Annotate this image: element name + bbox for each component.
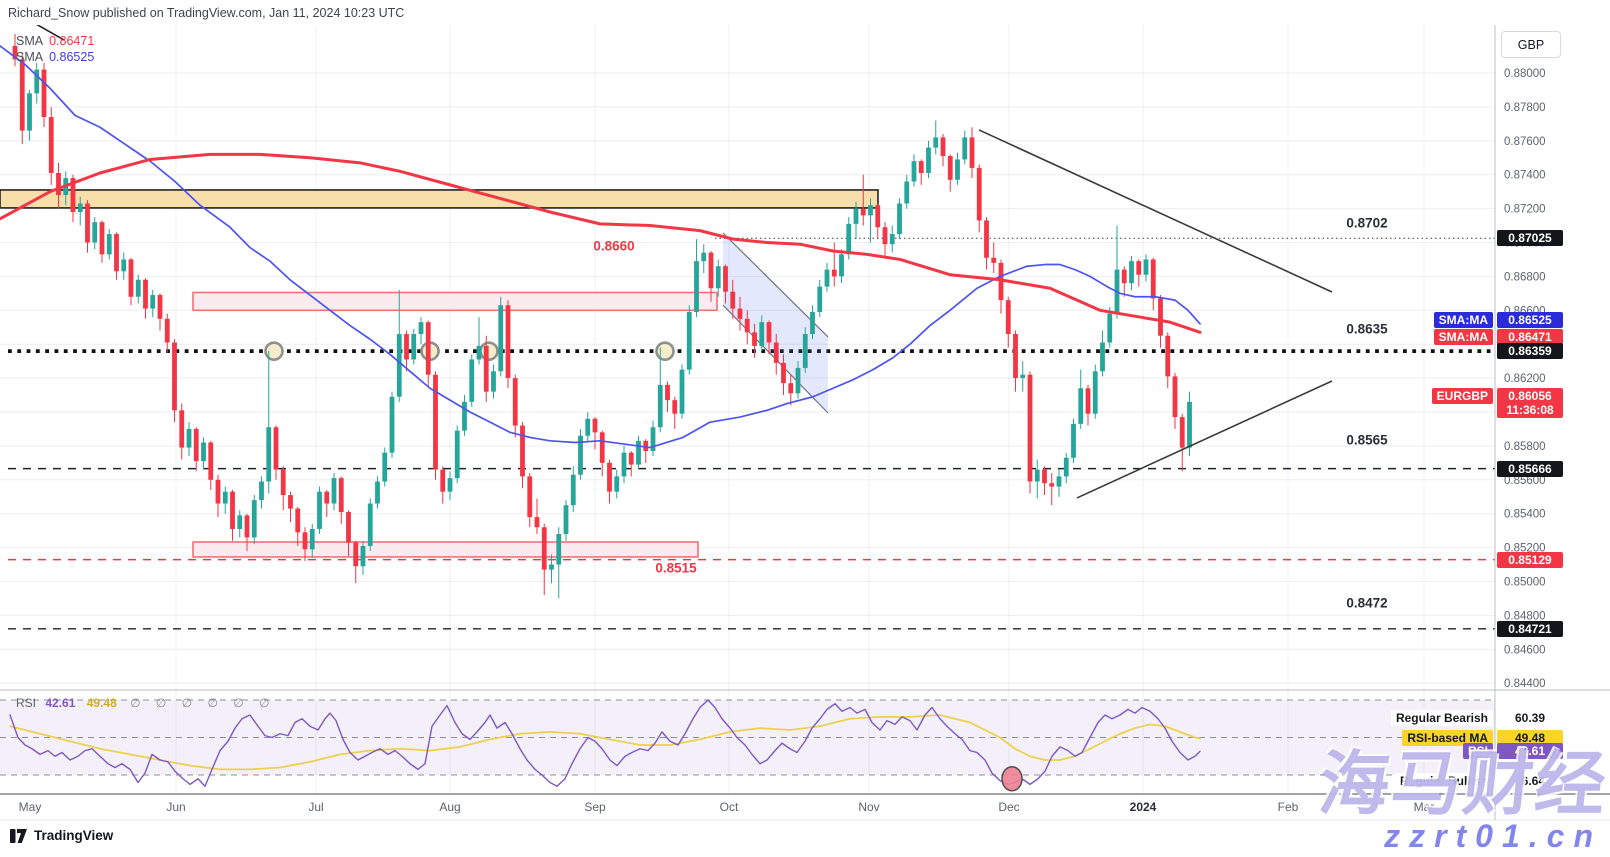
tradingview-logo-icon (10, 828, 27, 843)
price-axis-tick[interactable]: 0.87200 (1504, 204, 1546, 216)
annotation-0-8635: 0.8635 (1346, 321, 1388, 337)
time-axis-label[interactable]: Jul (308, 800, 323, 814)
annotation-0-8702: 0.8702 (1346, 215, 1388, 231)
price-axis-tick[interactable]: 0.84600 (1504, 644, 1546, 656)
rsi-ma-value: 49.48 (86, 696, 117, 710)
price-level-badge-87025: 0.87025 (1497, 230, 1563, 247)
regular-bullish-value: 26.64 (1497, 773, 1563, 790)
price-level-badge-85666: 0.85666 (1497, 460, 1563, 477)
candlestick-series (12, 34, 1192, 599)
resistance-zone-orange (0, 189, 879, 209)
time-axis-label[interactable]: 2024 (1130, 800, 1157, 814)
time-axis-label[interactable]: Dec (998, 800, 1019, 814)
rsi-value-badge: 42.61 (1497, 743, 1563, 760)
sma-legend-row-slow: SMA 0.86525 (16, 49, 94, 65)
axes[interactable]: 0.88000 0.87800 0.87600 0.87400 0.87200 0.870… (0, 25, 1610, 821)
gridlines (0, 25, 1495, 794)
last-price-value: 0.86056 (1508, 388, 1552, 403)
rsi-value: 42.61 (45, 696, 76, 710)
time-axis-label[interactable]: Nov (858, 800, 879, 814)
watermark-url: zzrt01.cn (1384, 818, 1602, 854)
price-axis-tick[interactable]: 0.86800 (1504, 271, 1546, 283)
price-axis-tick[interactable]: 0.87600 (1504, 136, 1546, 148)
regular-bearish-value: 60.39 (1497, 710, 1563, 727)
price-axis-tick[interactable]: 0.84800 (1504, 610, 1546, 622)
price-axis-tick[interactable]: 0.86200 (1504, 373, 1546, 385)
time-axis-label[interactable]: Aug (439, 800, 460, 814)
regular-bearish-chip: Regular Bearish (1390, 710, 1493, 727)
tradingview-logo[interactable]: TradingView (10, 828, 113, 843)
price-level-badge-86359: 0.86359 (1497, 343, 1563, 360)
sma-label: SMA (16, 50, 44, 64)
annotation-0-8515: 0.8515 (655, 560, 697, 576)
regular-bullish-divergence-marker (1001, 766, 1023, 792)
moving-average-lines (0, 45, 1202, 449)
price-axis-tick[interactable]: 0.85000 (1504, 577, 1546, 589)
level-touch-marker (655, 341, 675, 361)
annotation-0-8472: 0.8472 (1346, 595, 1388, 611)
price-axis-tick[interactable]: 0.87400 (1504, 170, 1546, 182)
rsi-ma-chip: RSI-based MA (1402, 730, 1493, 747)
sma-legend: SMA 0.86471 SMA 0.86525 (16, 33, 94, 65)
rsi-empty-value-icons: ∅ ∅ ∅ ∅ ∅ ∅ (130, 696, 276, 710)
time-axis-label[interactable]: Sep (584, 800, 606, 814)
publish-header: Richard_Snow published on TradingView.co… (8, 6, 405, 20)
price-axis-tick[interactable]: 0.88000 (1504, 68, 1546, 80)
supply-zone-pink (192, 291, 718, 312)
sma-fast-chip: SMA:MA (1433, 329, 1493, 346)
sma-fast-value: 0.86471 (49, 34, 95, 48)
rsi-label: RSI (16, 696, 37, 710)
regular-bullish-chip: Regular Bullish (1394, 773, 1493, 790)
symbol-chip-eurgbp: EURGBP (1431, 387, 1493, 404)
watermark-chinese: 海马财经 (1315, 745, 1610, 823)
supply-demand-zones (0, 189, 879, 558)
sma-legend-row-fast: SMA 0.86471 (16, 33, 94, 49)
sma-slow-chip: SMA:MA (1433, 312, 1493, 328)
price-axis-tick[interactable]: 0.85200 (1504, 543, 1546, 555)
time-axis-label[interactable]: Oct (720, 800, 739, 814)
price-axis-tick[interactable]: 0.85400 (1504, 509, 1546, 521)
price-level-badge-84721: 0.84721 (1497, 620, 1563, 637)
last-price-badge: 0.86056 11:36:08 (1497, 387, 1563, 418)
time-axis-label[interactable]: Feb (1278, 800, 1299, 814)
demand-zone-pink (192, 541, 699, 558)
sma-slow-value: 0.86525 (49, 50, 95, 64)
level-touch-marker (264, 341, 284, 361)
price-level-badge-85129: 0.85129 (1497, 551, 1563, 568)
ascending-trendline (1076, 380, 1333, 499)
sma-fast-value-badge: 0.86471 (1497, 329, 1563, 346)
price-axis-tick[interactable]: 0.87800 (1504, 102, 1546, 114)
bar-countdown: 11:36:08 (1506, 402, 1554, 417)
rsi-legend: RSI 42.61 49.48 ∅ ∅ ∅ ∅ ∅ ∅ (16, 696, 276, 710)
time-axis-label[interactable]: Mar (1414, 800, 1435, 814)
annotation-0-8660: 0.8660 (593, 238, 635, 254)
descending-trendline (978, 129, 1333, 293)
tradingview-logo-text: TradingView (34, 828, 114, 843)
price-axis-tick[interactable]: 0.85600 (1504, 475, 1546, 487)
sma-label: SMA (16, 34, 44, 48)
annotation-0-8565: 0.8565 (1346, 432, 1388, 448)
time-axis-label[interactable]: May (19, 800, 42, 814)
trendlines (36, 25, 1333, 499)
sma-slow-value-badge: 0.86525 (1497, 312, 1563, 328)
time-axis-label[interactable]: Jun (166, 800, 185, 814)
price-axis-tick[interactable]: 0.84400 (1504, 678, 1546, 690)
currency-unit-button[interactable]: GBP (1501, 31, 1561, 58)
rsi-ma-value-badge: 49.48 (1497, 730, 1563, 747)
rsi-pane (0, 699, 1495, 792)
level-touch-marker (479, 341, 499, 361)
rsi-chip: RSI (1462, 743, 1493, 760)
price-axis-tick[interactable]: 0.85800 (1504, 441, 1546, 453)
